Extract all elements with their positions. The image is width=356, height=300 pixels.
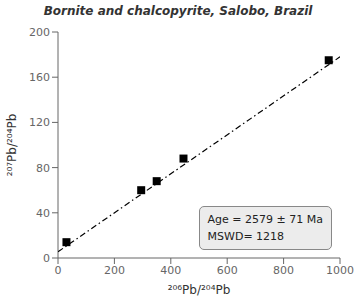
svg-text:800: 800 xyxy=(273,264,294,277)
svg-text:120: 120 xyxy=(29,116,50,129)
svg-text:1000: 1000 xyxy=(326,264,348,277)
html-text:Age = 2579 ± 71 Ma: Age = 2579 ± 71 Ma xyxy=(207,213,323,226)
svg-text:²⁰⁷Pb/²⁰⁴Pb: ²⁰⁷Pb/²⁰⁴Pb xyxy=(8,114,19,177)
svg-text:0: 0 xyxy=(43,252,50,265)
svg-text:400: 400 xyxy=(160,264,181,277)
svg-text:²⁰⁶Pb/²⁰⁴Pb: ²⁰⁶Pb/²⁰⁴Pb xyxy=(168,283,231,297)
svg-text:40: 40 xyxy=(36,207,50,220)
svg-text:600: 600 xyxy=(217,264,238,277)
svg-text:80: 80 xyxy=(36,162,50,175)
html-text:Bornite and chalcopyrite, Salo: Bornite and chalcopyrite, Salobo, Brazil xyxy=(43,4,313,18)
html-text:MSWD= 1218: MSWD= 1218 xyxy=(207,230,285,243)
svg-text:200: 200 xyxy=(104,264,125,277)
svg-text:160: 160 xyxy=(29,71,50,84)
svg-text:200: 200 xyxy=(29,26,50,39)
svg-text:0: 0 xyxy=(55,264,62,277)
